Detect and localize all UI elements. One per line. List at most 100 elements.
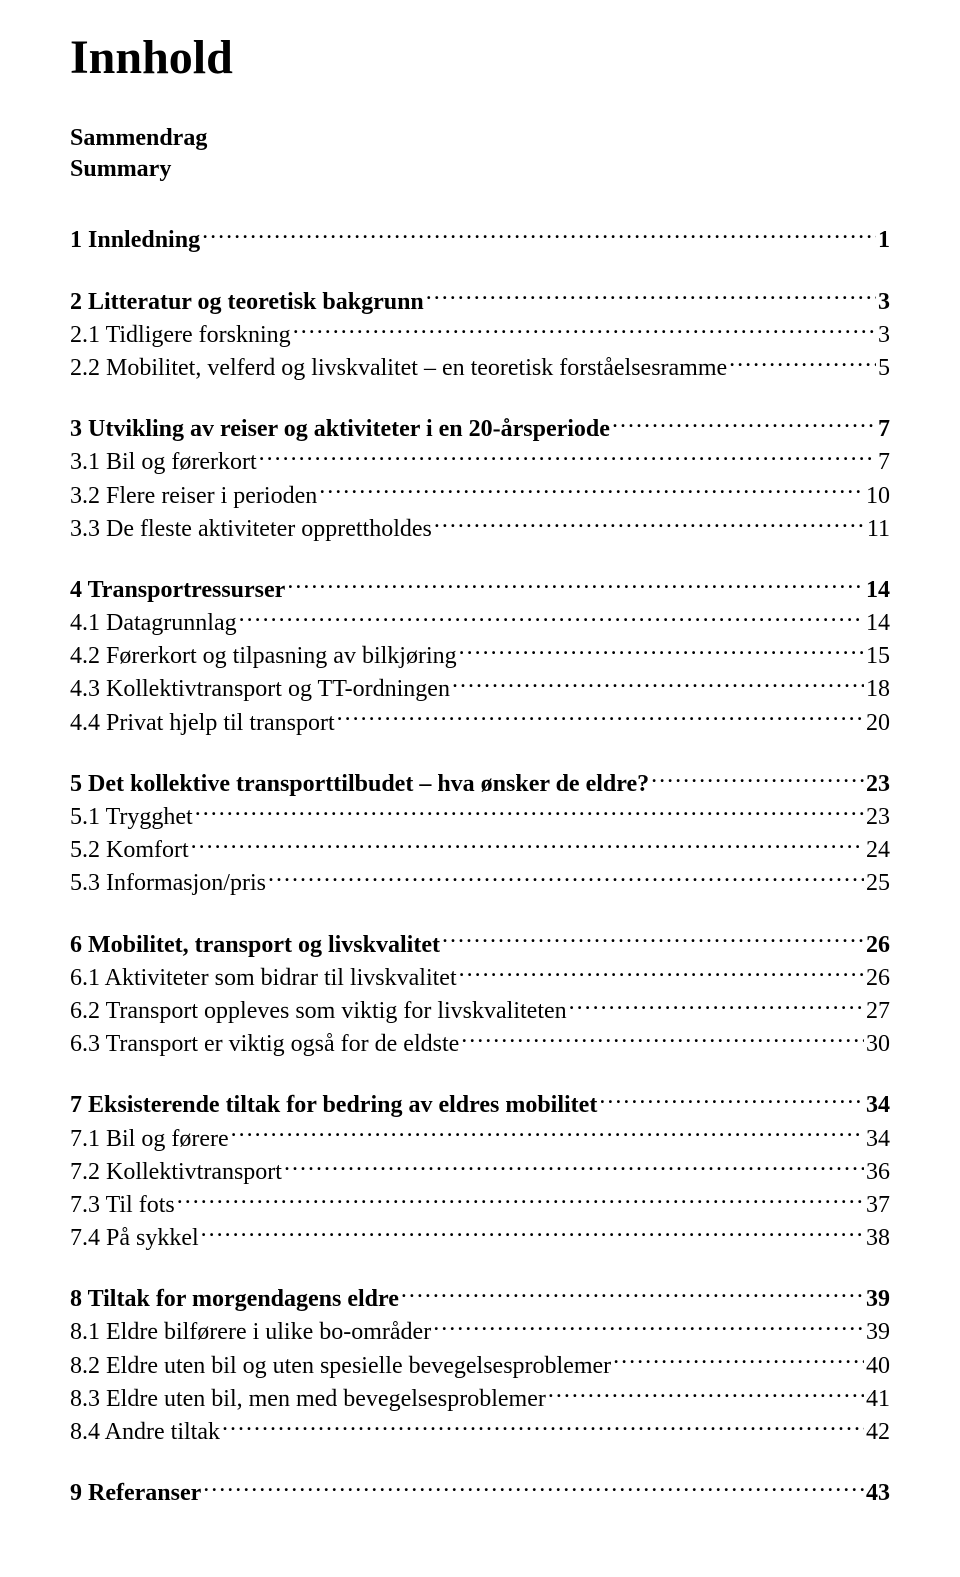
toc-label: 9 Referanser bbox=[70, 1478, 201, 1509]
toc-page: 1 bbox=[878, 225, 890, 256]
toc-heading-row: 7 Eksisterende tiltak for bedring av eld… bbox=[70, 1088, 890, 1121]
toc-page: 34 bbox=[866, 1090, 890, 1121]
toc-page: 26 bbox=[866, 930, 890, 961]
toc-label: 3 Utvikling av reiser og aktiviteter i e… bbox=[70, 414, 610, 445]
toc-body: 1 Innledning 1 2 Litteratur og teoretisk b… bbox=[70, 223, 890, 1509]
toc-label: 7.2 Kollektivtransport bbox=[70, 1157, 282, 1188]
toc-label: 8 Tiltak for morgendagens eldre bbox=[70, 1284, 399, 1315]
toc-label: 6 Mobilitet, transport og livskvalitet bbox=[70, 930, 440, 961]
toc-page: 24 bbox=[866, 835, 890, 866]
toc-item-row: 5.2 Komfort 24 bbox=[70, 833, 890, 866]
toc-page: 30 bbox=[866, 1029, 890, 1060]
toc-label: 8.4 Andre tiltak bbox=[70, 1417, 220, 1448]
toc-leader bbox=[284, 1155, 864, 1179]
toc-section: 4 Transportressurser144.1 Datagrunnlag14… bbox=[70, 573, 890, 739]
toc-leader bbox=[459, 639, 864, 663]
toc-label: 5 Det kollektive transporttilbudet – hva… bbox=[70, 769, 649, 800]
toc-label: 7.1 Bil og førere bbox=[70, 1124, 229, 1155]
toc-label: 3.1 Bil og førerkort bbox=[70, 447, 257, 478]
toc-section: 6 Mobilitet, transport og livskvalitet 26… bbox=[70, 928, 890, 1061]
toc-item-row: 6.1 Aktiviteter som bidrar til livskvali… bbox=[70, 961, 890, 994]
toc-section: 8 Tiltak for morgendagens eldre398.1 Eld… bbox=[70, 1282, 890, 1448]
toc-label: 2.1 Tidligere forskning bbox=[70, 320, 291, 351]
toc-page: 38 bbox=[866, 1223, 890, 1254]
toc-section: 7 Eksisterende tiltak for bedring av eld… bbox=[70, 1088, 890, 1254]
toc-item-row: 3.1 Bil og førerkort 7 bbox=[70, 445, 890, 478]
toc-item-row: 4.2 Førerkort og tilpasning av bilkjørin… bbox=[70, 639, 890, 672]
toc-leader bbox=[452, 672, 864, 696]
toc-leader bbox=[569, 994, 864, 1018]
toc-leader bbox=[599, 1088, 864, 1112]
toc-heading-row: 5 Det kollektive transporttilbudet – hva… bbox=[70, 767, 890, 800]
toc-label: 6.2 Transport oppleves som viktig for li… bbox=[70, 996, 567, 1027]
toc-label: 7.3 Til fots bbox=[70, 1190, 175, 1221]
toc-label: 4.4 Privat hjelp til transport bbox=[70, 708, 335, 739]
toc-item-row: 7.4 På sykkel 38 bbox=[70, 1221, 890, 1254]
toc-page: 3 bbox=[878, 287, 890, 318]
toc-page: 36 bbox=[866, 1157, 890, 1188]
toc-item-row: 5.3 Informasjon/pris25 bbox=[70, 866, 890, 899]
toc-page: 15 bbox=[866, 641, 890, 672]
toc-item-row: 7.3 Til fots 37 bbox=[70, 1188, 890, 1221]
toc-page: 43 bbox=[866, 1478, 890, 1509]
toc-item-row: 7.2 Kollektivtransport 36 bbox=[70, 1155, 890, 1188]
toc-label: 2 Litteratur og teoretisk bakgrunn bbox=[70, 287, 424, 318]
toc-item-row: 2.1 Tidligere forskning 3 bbox=[70, 318, 890, 351]
toc-leader bbox=[202, 223, 876, 247]
toc-label: 1 Innledning bbox=[70, 225, 200, 256]
toc-page: 3 bbox=[878, 320, 890, 351]
toc-title: Innhold bbox=[70, 30, 890, 85]
toc-leader bbox=[434, 512, 865, 536]
toc-label: 8.3 Eldre uten bil, men med bevegelsespr… bbox=[70, 1384, 546, 1415]
toc-leader bbox=[612, 412, 876, 436]
toc-page: 7 bbox=[878, 447, 890, 478]
toc-page: 14 bbox=[866, 575, 890, 606]
toc-page: 37 bbox=[866, 1190, 890, 1221]
toc-label: 6.1 Aktiviteter som bidrar til livskvali… bbox=[70, 963, 457, 994]
toc-item-row: 6.2 Transport oppleves som viktig for li… bbox=[70, 994, 890, 1027]
front-matter-block: Sammendrag Summary bbox=[70, 123, 890, 185]
toc-section: 2 Litteratur og teoretisk bakgrunn32.1 T… bbox=[70, 285, 890, 385]
toc-label: 7.4 På sykkel bbox=[70, 1223, 199, 1254]
toc-page: 11 bbox=[867, 514, 890, 545]
toc-section: 9 Referanser 43 bbox=[70, 1476, 890, 1509]
toc-leader bbox=[222, 1415, 864, 1439]
toc-page: 27 bbox=[866, 996, 890, 1027]
toc-label: 2.2 Mobilitet, velferd og livskvalitet –… bbox=[70, 353, 727, 384]
toc-item-row: 8.3 Eldre uten bil, men med bevegelsespr… bbox=[70, 1382, 890, 1415]
toc-leader bbox=[459, 961, 864, 985]
toc-label: 5.2 Komfort bbox=[70, 835, 189, 866]
toc-leader bbox=[426, 285, 876, 309]
toc-section: 5 Det kollektive transporttilbudet – hva… bbox=[70, 767, 890, 900]
front-matter-item: Sammendrag bbox=[70, 123, 890, 154]
toc-heading-row: 6 Mobilitet, transport og livskvalitet 26 bbox=[70, 928, 890, 961]
toc-label: 4.2 Førerkort og tilpasning av bilkjørin… bbox=[70, 641, 457, 672]
front-matter-item: Summary bbox=[70, 154, 890, 185]
toc-item-row: 5.1 Trygghet23 bbox=[70, 800, 890, 833]
toc-leader bbox=[442, 928, 864, 952]
toc-item-row: 7.1 Bil og førere34 bbox=[70, 1122, 890, 1155]
toc-page: 10 bbox=[866, 481, 890, 512]
toc-leader bbox=[613, 1349, 864, 1373]
toc-leader bbox=[433, 1315, 864, 1339]
toc-page: 7 bbox=[878, 414, 890, 445]
toc-leader bbox=[729, 351, 876, 375]
toc-section: 1 Innledning 1 bbox=[70, 223, 890, 256]
toc-label: 4.3 Kollektivtransport og TT-ordningen bbox=[70, 674, 450, 705]
toc-leader bbox=[201, 1221, 864, 1245]
toc-item-row: 3.2 Flere reiser i perioden10 bbox=[70, 479, 890, 512]
toc-heading-row: 4 Transportressurser14 bbox=[70, 573, 890, 606]
toc-leader bbox=[231, 1122, 864, 1146]
toc-page: 25 bbox=[866, 868, 890, 899]
toc-leader bbox=[548, 1382, 864, 1406]
toc-leader bbox=[268, 866, 864, 890]
toc-leader bbox=[195, 800, 864, 824]
toc-leader bbox=[287, 573, 864, 597]
toc-leader bbox=[337, 706, 864, 730]
toc-label: 3.3 De fleste aktiviteter opprettholdes bbox=[70, 514, 432, 545]
toc-label: 7 Eksisterende tiltak for bedring av eld… bbox=[70, 1090, 597, 1121]
toc-label: 5.1 Trygghet bbox=[70, 802, 193, 833]
toc-page: 20 bbox=[866, 708, 890, 739]
toc-item-row: 4.3 Kollektivtransport og TT-ordningen18 bbox=[70, 672, 890, 705]
toc-page: 39 bbox=[866, 1317, 890, 1348]
